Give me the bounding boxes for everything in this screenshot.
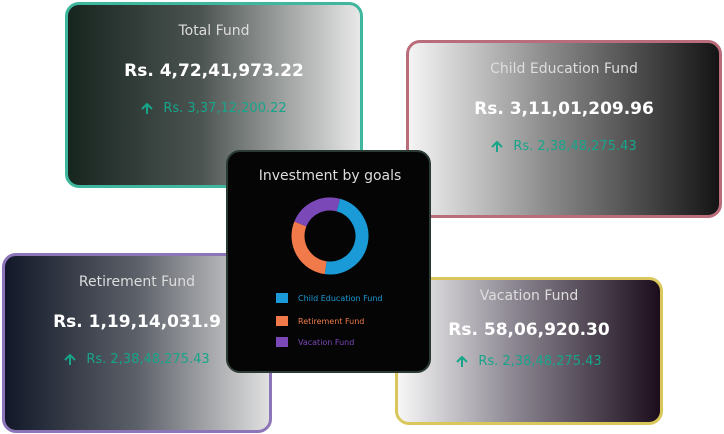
card-title: Child Education Fund — [490, 61, 638, 77]
donut-segment — [324, 198, 369, 275]
card-title: Retirement Fund — [78, 274, 196, 290]
card-amount: Rs. 58,06,920.30 — [448, 320, 610, 340]
legend-swatch — [276, 337, 288, 347]
card-title: Vacation Fund — [479, 288, 579, 304]
donut-segment — [291, 221, 327, 275]
up-arrow — [141, 102, 154, 114]
fund-card: Total Fund Rs. 4,72,41,973.22 Rs. 3,37,12,… — [65, 2, 363, 188]
card-amount: Rs. 4,72,41,973.22 — [124, 61, 304, 81]
card-change: Rs. 3,37,12,200.22 — [163, 101, 287, 116]
card-change: Rs. 2,38,48,275.43 — [478, 354, 602, 369]
card-change-row: Rs. 3,37,12,200.22 — [68, 101, 360, 116]
card-amount: Rs. 3,11,01,209.96 — [474, 99, 654, 119]
chart-card: Investment by goals Child Education Fund… — [226, 150, 431, 373]
legend-label: Retirement Fund — [298, 317, 364, 326]
chart-title: Investment by goals — [259, 168, 402, 184]
card-change-row: Rs. 2,38,48,275.43 — [398, 354, 660, 369]
up-arrow — [456, 355, 469, 367]
legend-label: Child Education Fund — [298, 294, 382, 303]
legend-label: Vacation Fund — [298, 338, 354, 347]
card-title: Total Fund — [178, 23, 250, 39]
card-change-row: Rs. 2,38,48,275.43 — [5, 352, 269, 367]
card-change: Rs. 2,38,48,275.43 — [513, 139, 637, 154]
legend-swatch — [276, 293, 288, 303]
fund-card: Vacation Fund Rs. 58,06,920.30 Rs. 2,38,48… — [395, 277, 663, 425]
card-change-row: Rs. 2,38,48,275.43 — [409, 139, 719, 154]
up-arrow — [491, 140, 504, 152]
card-amount: Rs. 1,19,14,031.9 — [53, 312, 221, 332]
donut-segment — [294, 197, 340, 227]
fund-card: Child Education Fund Rs. 3,11,01,209.96 Rs… — [406, 40, 722, 218]
up-arrow — [64, 353, 77, 365]
legend-swatch — [276, 316, 288, 326]
card-change: Rs. 2,38,48,275.43 — [86, 352, 210, 367]
